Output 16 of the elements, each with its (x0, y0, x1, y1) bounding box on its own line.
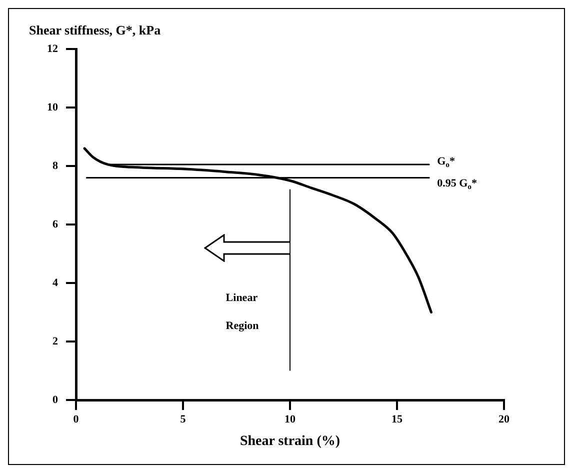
x-axis-title: Shear strain (%) (240, 434, 340, 450)
y-tick-label: 2 (52, 335, 58, 348)
y-tick-label: 4 (52, 276, 58, 289)
x-tick-label: 20 (498, 413, 510, 426)
x-tick-label: 0 (73, 413, 80, 426)
y-tick-label: 6 (52, 218, 58, 230)
y-tick-label: 0 (52, 394, 58, 406)
x-tick-label: 10 (284, 413, 296, 426)
annotation: Linear (226, 292, 258, 304)
annotation: Region (226, 320, 259, 332)
y-tick-label: 10 (47, 101, 58, 114)
x-tick-label: 5 (180, 413, 186, 426)
y-axis-title: Shear stiffness, G*, kPa (29, 22, 162, 38)
x-tick-label: 15 (392, 413, 403, 426)
y-tick-label: 8 (52, 160, 58, 172)
y-tick-label: 12 (47, 42, 58, 55)
